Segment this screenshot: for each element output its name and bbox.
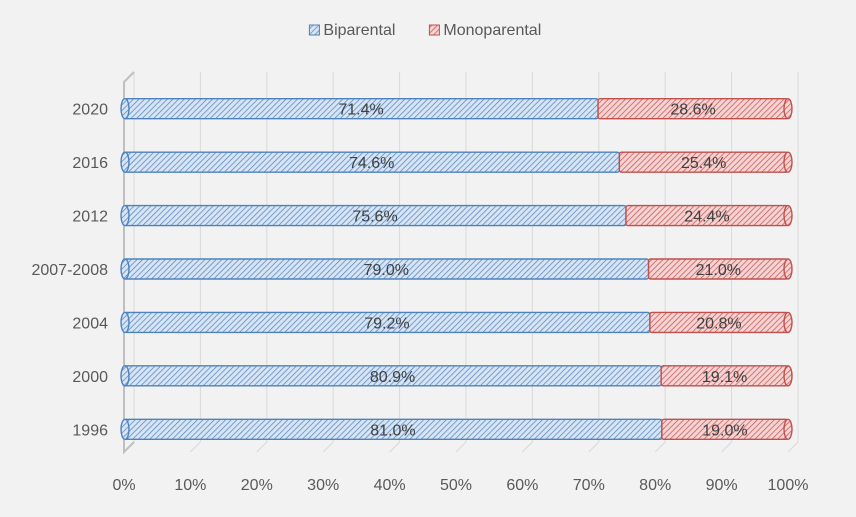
gridline-floor [721, 441, 732, 453]
data-label: 19.1% [702, 369, 747, 386]
legend-swatch [308, 24, 320, 36]
x-tick-label: 50% [440, 477, 472, 494]
data-label: 28.6% [670, 102, 715, 119]
legend-swatch [428, 24, 440, 36]
x-tick-label: 10% [174, 477, 206, 494]
bars [120, 98, 793, 440]
bar-cap-right [783, 311, 793, 334]
bar-cap-right [783, 151, 793, 173]
legend-item-biparental: Biparental [308, 22, 395, 39]
data-label: 79.2% [364, 315, 409, 332]
x-tick-label: 70% [573, 477, 605, 494]
bar-cap-left [120, 204, 130, 227]
data-label: 19.0% [702, 422, 747, 439]
x-tick-label: 100% [768, 477, 809, 494]
x-tick-label: 80% [639, 477, 671, 494]
bar-cap-left [120, 418, 130, 440]
bar-cap-right [783, 98, 793, 120]
data-label: 25.4% [681, 155, 726, 172]
bar-cap-left [120, 151, 130, 173]
y-tick-label: 2020 [72, 102, 108, 119]
legend-item-monoparental: Monoparental [428, 22, 541, 39]
gridline-floor [522, 441, 533, 453]
gridline-floor [190, 441, 201, 453]
data-label: 75.6% [352, 209, 397, 226]
gridline-floor [256, 441, 268, 453]
data-label: 81.0% [370, 422, 415, 439]
bar-cap-left [120, 365, 130, 387]
data-label: 80.9% [370, 369, 415, 386]
gridline-floor [322, 441, 334, 453]
data-label: 71.4% [338, 102, 383, 119]
data-label: 20.8% [696, 315, 741, 332]
bar-cap-right [783, 418, 793, 440]
x-tick-label: 60% [506, 477, 538, 494]
gridline-floor [787, 441, 799, 453]
y-tick-label: 2016 [72, 155, 108, 172]
y-tick-label: 2000 [72, 369, 108, 386]
x-tick-label: 20% [241, 477, 273, 494]
gridline-floor [455, 441, 467, 453]
x-tick-label: 30% [307, 477, 339, 494]
legend-label: Biparental [323, 22, 395, 39]
data-labels: 71.4% 28.6% 74.6% 25.4% 75.6% 24.4% 79.0% 21.0%… [338, 102, 747, 440]
legend: Biparental Monoparental [308, 22, 541, 39]
x-tick-label: 0% [112, 477, 135, 494]
y-tick-label: 2004 [72, 315, 108, 332]
bar-cap-left [120, 258, 130, 280]
gridline-floor [588, 441, 600, 453]
y-tick-label: 1996 [72, 422, 108, 439]
gridline-floor [389, 441, 400, 453]
legend-label: Monoparental [443, 22, 541, 39]
data-label: 79.0% [364, 262, 409, 279]
bar-cap-left [120, 98, 130, 120]
gridline-floor [654, 441, 666, 453]
data-label: 74.6% [349, 155, 394, 172]
bar-cap-right [783, 204, 793, 227]
data-label: 24.4% [684, 209, 729, 226]
bar-cap-right [783, 258, 793, 280]
data-label: 21.0% [696, 262, 741, 279]
bar-cap-right [783, 365, 793, 387]
bar-cap-left [120, 311, 130, 334]
y-tick-label: 2007-2008 [31, 262, 108, 279]
x-tick-label: 90% [706, 477, 738, 494]
y-tick-label: 2012 [72, 209, 108, 226]
x-tick-label: 40% [374, 477, 406, 494]
